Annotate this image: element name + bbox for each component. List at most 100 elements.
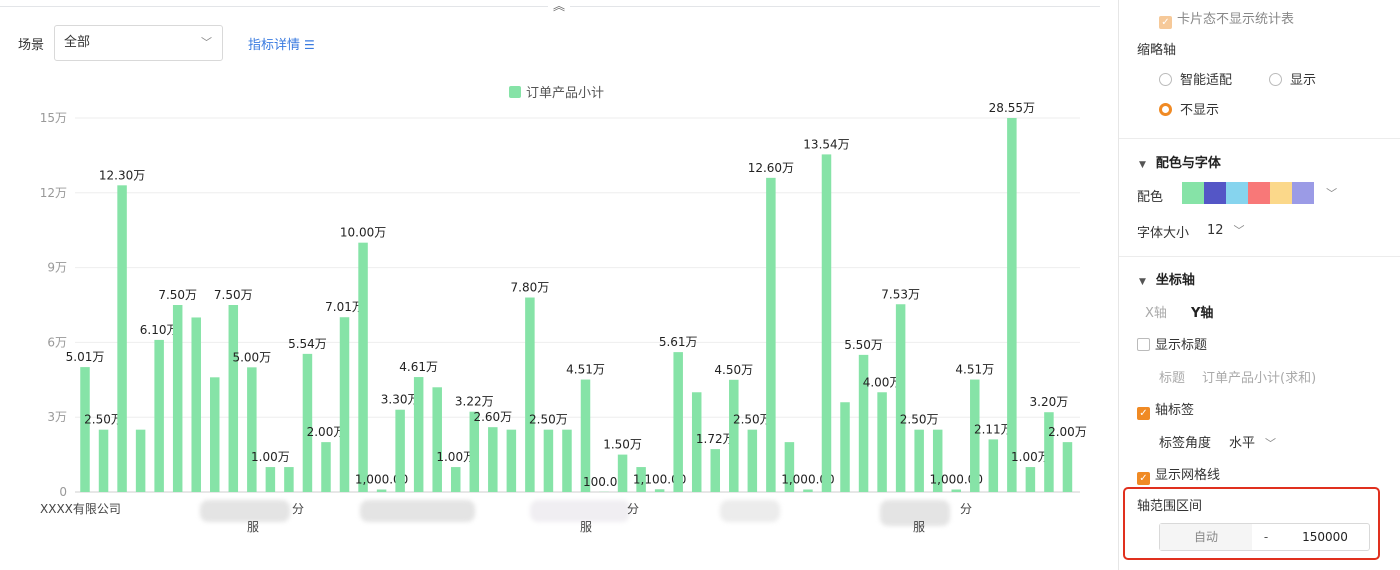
data-label: 2.50万	[529, 413, 568, 427]
bar	[803, 489, 813, 492]
redacted-label	[200, 500, 290, 522]
bar	[710, 449, 721, 492]
data-label: 5.50万	[844, 338, 883, 352]
data-label: 3.20万	[1030, 395, 1069, 409]
thumb-smart-radio[interactable]: 智能适配	[1159, 69, 1232, 88]
thumb-show-radio[interactable]: 显示	[1269, 69, 1316, 88]
caret-down-icon: ▼	[1139, 160, 1146, 170]
y-tick-label: 0	[59, 485, 67, 499]
checkbox-checked-icon: ✓	[1137, 472, 1150, 485]
palette-select[interactable]: ﹀	[1182, 182, 1337, 204]
bar	[117, 185, 127, 492]
chevron-down-icon: ﹀	[1233, 224, 1245, 237]
bar	[729, 379, 739, 492]
title-input[interactable]: 订单产品小计(求和)	[1202, 371, 1317, 386]
data-label: 5.54万	[288, 337, 327, 351]
chevron-double-up-icon[interactable]: ︽	[548, 0, 570, 14]
data-label: 1,100.00	[633, 472, 686, 486]
data-label: 4.00万	[863, 375, 902, 389]
scene-select[interactable]: 全部 ﹀	[54, 25, 223, 61]
bar	[636, 467, 646, 492]
font-size-label: 字体大小	[1137, 226, 1190, 241]
axis-section[interactable]: ▼ 坐标轴	[1139, 269, 1195, 288]
thumb-hide-label: 不显示	[1180, 103, 1220, 118]
range-min-input[interactable]: 自动	[1160, 524, 1252, 550]
data-label: 4.50万	[714, 363, 753, 377]
bar	[135, 429, 146, 492]
card-no-stats-label: 卡片态不显示统计表	[1177, 12, 1295, 27]
bar-chart: 0 3万 6万 9万 12万 15万 5.01万 2.50万 12.30万 6.10万 7.50万 7…	[40, 101, 1087, 499]
bar	[469, 411, 480, 492]
tick-angle-select[interactable]: 水平 ﹀	[1229, 432, 1276, 451]
data-label: 1,000.00	[930, 473, 983, 487]
card-no-stats-option[interactable]: ✓ 卡片态不显示统计表	[1159, 8, 1294, 29]
divider	[1119, 138, 1400, 139]
x-tick-label: 分	[960, 502, 973, 516]
bar	[395, 409, 405, 492]
tab-x-axis[interactable]: X轴	[1145, 306, 1167, 321]
bar	[562, 429, 572, 492]
y-tick-label: 12万	[40, 186, 67, 200]
bar	[858, 354, 869, 492]
bar	[506, 429, 517, 492]
data-label: 4.61万	[399, 360, 438, 374]
thumb-axis-title: 缩略轴	[1137, 43, 1177, 58]
color-font-section[interactable]: ▼ 配色与字体	[1139, 152, 1221, 171]
bar	[821, 154, 832, 493]
chart-legend[interactable]: 订单产品小计	[509, 82, 604, 101]
bar	[932, 429, 943, 492]
highlight-annotation	[1123, 487, 1380, 560]
axis-range-input: 自动 - 150000	[1159, 523, 1370, 551]
data-label: 1.00万	[251, 450, 290, 464]
x-tick-label: 服	[580, 520, 593, 534]
thumb-show-label: 显示	[1290, 73, 1317, 88]
data-label: 12.60万	[748, 161, 794, 175]
range-separator: -	[1263, 530, 1269, 544]
divider	[1119, 256, 1400, 257]
axis-range-title: 轴范围区间	[1137, 499, 1203, 514]
data-label: 28.55万	[989, 101, 1035, 115]
bar	[450, 467, 461, 492]
redacted-label	[360, 500, 475, 522]
thumb-hide-radio[interactable]: 不显示	[1159, 99, 1219, 118]
show-title-option[interactable]: 显示标题	[1137, 334, 1207, 353]
bar	[321, 442, 331, 492]
data-label: 2.00万	[1048, 425, 1087, 439]
bar	[228, 305, 239, 492]
chart-area: ︽ 场景 全部 ﹀ 指标详情 ☰ 订单产品小计 0 3万 6万 9万 12万 15万 5.01…	[0, 0, 1100, 534]
bar	[358, 242, 368, 492]
chevron-down-icon: ﹀	[1326, 186, 1338, 200]
scene-label: 场景	[18, 38, 45, 53]
bar	[1025, 467, 1036, 492]
palette-swatch	[1204, 182, 1226, 204]
data-label: 7.01万	[325, 300, 364, 314]
bar	[766, 177, 776, 492]
font-size-select[interactable]: 12 ﹀	[1207, 222, 1245, 238]
data-label: 3.30万	[381, 393, 420, 407]
show-grid-option[interactable]: ✓ 显示网格线	[1137, 464, 1220, 485]
radio-icon	[1159, 73, 1172, 86]
data-label: 12.30万	[99, 168, 145, 182]
data-label: 2.50万	[733, 413, 772, 427]
bar	[80, 367, 90, 492]
metric-details-link[interactable]: 指标详情 ☰	[248, 34, 315, 53]
redacted-label	[720, 500, 780, 522]
data-label: 7.80万	[511, 281, 550, 295]
bar	[376, 489, 387, 492]
bar	[284, 467, 294, 492]
range-max-input[interactable]: 150000	[1302, 530, 1348, 544]
tick-angle-label: 标签角度	[1159, 436, 1212, 451]
palette-swatch	[1182, 182, 1204, 204]
axis-tick-option[interactable]: ✓ 轴标签	[1137, 399, 1194, 420]
palette-swatch	[1270, 182, 1292, 204]
data-label: 2.11万	[974, 422, 1013, 436]
caret-down-icon: ▼	[1139, 277, 1146, 287]
bar	[339, 317, 350, 492]
title-label: 标题	[1159, 371, 1186, 386]
x-tick-label: XXXX有限公司	[40, 502, 121, 516]
palette-label: 配色	[1137, 190, 1164, 205]
panel-splitter[interactable]	[1118, 0, 1119, 570]
x-tick-label: 分	[627, 502, 640, 516]
tab-y-axis[interactable]: Y轴	[1191, 306, 1214, 321]
bar	[784, 442, 795, 492]
